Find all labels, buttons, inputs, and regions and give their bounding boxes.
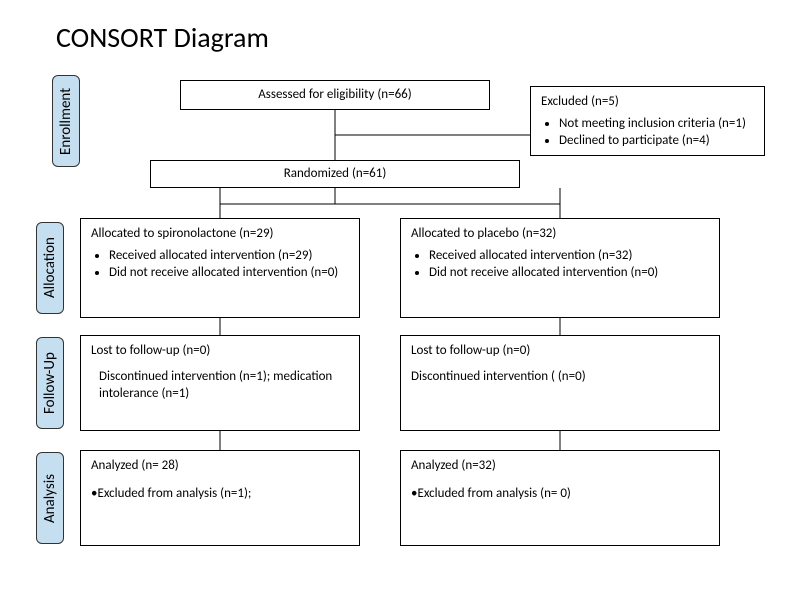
box-alloc-left-item: Did not receive allocated intervention (… <box>109 264 349 282</box>
box-randomized: Randomized (n=61) <box>150 160 520 188</box>
box-fu-right-line: Lost to follow-up (n=0) <box>411 342 709 360</box>
box-assessed-text: Assessed for eligibility (n=66) <box>258 86 411 104</box>
box-excluded-item: Declined to participate (n=4) <box>559 132 754 150</box>
stage-allocation: Allocation <box>36 222 64 314</box>
box-alloc-right: Allocated to placebo (n=32) Received all… <box>400 218 720 318</box>
box-alloc-right-title: Allocated to placebo (n=32) <box>411 225 709 243</box>
box-fu-right-line: Discontinued intervention ( (n=0) <box>411 368 709 386</box>
box-excluded: Excluded (n=5) Not meeting inclusion cri… <box>530 86 765 156</box>
box-an-right-line: Analyzed (n=32) <box>411 457 709 475</box>
box-fu-left-line: Discontinued intervention (n=1); medicat… <box>91 368 349 403</box>
box-alloc-right-item: Did not receive allocated intervention (… <box>429 264 709 282</box>
box-alloc-right-item: Received allocated intervention (n=32) <box>429 247 709 265</box>
box-randomized-text: Randomized (n=61) <box>284 165 387 183</box>
box-an-right-line: •Excluded from analysis (n= 0) <box>411 485 709 503</box>
box-excluded-item: Not meeting inclusion criteria (n=1) <box>559 115 754 133</box>
box-alloc-left: Allocated to spironolactone (n=29) Recei… <box>80 218 360 318</box>
box-fu-right: Lost to follow-up (n=0) Discontinued int… <box>400 335 720 431</box>
box-an-left-line: Analyzed (n= 28) <box>91 457 349 475</box>
stage-followup: Follow-Up <box>36 337 64 429</box>
box-an-right: Analyzed (n=32) •Excluded from analysis … <box>400 450 720 546</box>
box-excluded-title: Excluded (n=5) <box>541 93 754 111</box>
box-an-left-line: •Excluded from analysis (n=1); <box>91 485 349 503</box>
stage-enrollment: Enrollment <box>52 75 80 167</box>
box-alloc-left-title: Allocated to spironolactone (n=29) <box>91 225 349 243</box>
box-an-left: Analyzed (n= 28) •Excluded from analysis… <box>80 450 360 546</box>
stage-analysis: Analysis <box>36 452 64 544</box>
box-alloc-left-item: Received allocated intervention (n=29) <box>109 247 349 265</box>
box-assessed: Assessed for eligibility (n=66) <box>180 80 490 110</box>
box-fu-left: Lost to follow-up (n=0) Discontinued int… <box>80 335 360 431</box>
diagram-title: CONSORT Diagram <box>56 20 269 55</box>
box-fu-left-line: Lost to follow-up (n=0) <box>91 342 349 360</box>
